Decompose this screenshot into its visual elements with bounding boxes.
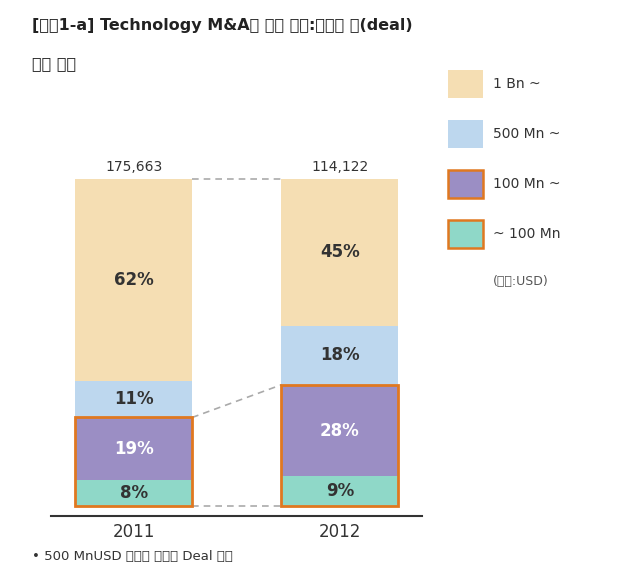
Text: [그림1-a] Technology M&A의 최근 동향:소규모 딜(deal): [그림1-a] Technology M&A의 최근 동향:소규모 딜(deal… (32, 18, 413, 33)
Text: ~ 100 Mn: ~ 100 Mn (493, 227, 560, 241)
Text: • 500 MnUSD 이하의 소규모 Deal 증가: • 500 MnUSD 이하의 소규모 Deal 증가 (32, 550, 233, 563)
Bar (76, 417, 192, 506)
Text: 9%: 9% (326, 482, 354, 500)
Bar (76, 381, 192, 417)
Text: 175,663: 175,663 (105, 159, 163, 173)
Text: 11%: 11% (114, 390, 154, 408)
Bar (282, 385, 398, 476)
Text: (단위:USD): (단위:USD) (493, 275, 548, 288)
Text: 100 Mn ~: 100 Mn ~ (493, 177, 560, 191)
Text: 18%: 18% (320, 346, 360, 364)
Text: 8%: 8% (120, 484, 148, 502)
Text: 비중 증가: 비중 증가 (32, 56, 76, 71)
Text: 19%: 19% (114, 440, 154, 458)
Bar (76, 417, 192, 480)
Bar (282, 385, 398, 506)
Bar (76, 480, 192, 506)
Bar (282, 179, 398, 326)
Text: 500 Mn ~: 500 Mn ~ (493, 127, 560, 141)
Text: 62%: 62% (114, 271, 154, 289)
Text: 114,122: 114,122 (311, 159, 369, 173)
Bar (282, 326, 398, 385)
Text: 45%: 45% (320, 243, 360, 261)
Text: 1 Bn ~: 1 Bn ~ (493, 77, 540, 91)
Text: 28%: 28% (320, 421, 360, 440)
Bar (282, 476, 398, 506)
Bar (76, 179, 192, 381)
